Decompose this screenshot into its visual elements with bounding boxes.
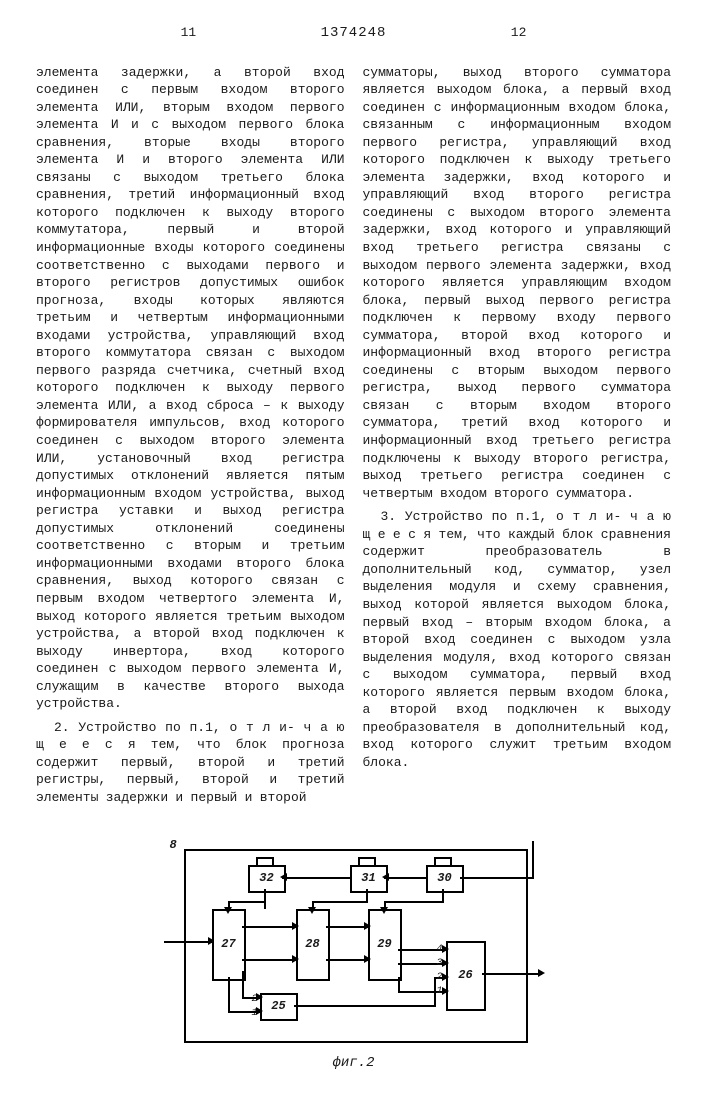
block-25: 25 <box>260 993 298 1021</box>
ah-29-26b <box>442 959 449 967</box>
pin-26-2: 2 <box>437 971 443 985</box>
ah-31-30 <box>382 873 389 881</box>
wire-27-28b <box>242 959 296 961</box>
ah-32-27 <box>224 907 232 914</box>
wire-30-29h <box>384 901 444 903</box>
ah-28-29b <box>364 955 371 963</box>
ah-27-25 <box>256 1007 263 1015</box>
wire-31-28h <box>312 901 368 903</box>
wire-26-out <box>482 973 542 975</box>
block-26: 26 <box>446 941 486 1011</box>
patent-number: 1374248 <box>321 24 387 43</box>
ah-27-25-2 <box>256 993 263 1001</box>
tick-30c <box>450 857 452 865</box>
wire-31-30 <box>384 877 426 879</box>
claim2-lead: 2. Устройство по п.1, <box>54 720 229 735</box>
pin-26-3: 3 <box>437 957 443 971</box>
wire-28-29b <box>326 959 368 961</box>
figure-caption: фиг.2 <box>332 1054 374 1073</box>
pin-26-1: 1 <box>437 985 443 999</box>
page-number-left: 11 <box>36 24 341 42</box>
arrow-input <box>164 941 212 943</box>
ah-28-29a <box>364 922 371 930</box>
block-30: 30 <box>426 865 464 893</box>
ah-32-31 <box>280 873 287 881</box>
figure-container: 8 32 31 30 27 28 29 25 2 1 26 <box>36 831 671 1071</box>
wire-27-28a <box>242 926 296 928</box>
right-column: сумматоры, выход второго сумматора являе… <box>363 64 672 813</box>
ah-29-26a <box>442 945 449 953</box>
block-27: 27 <box>212 909 246 981</box>
ah-31-28 <box>308 907 316 914</box>
ah-27-28a <box>292 922 299 930</box>
left-para-1: элемента задержки, а второй вход соедине… <box>36 64 345 713</box>
wire-30-in-v <box>532 841 534 879</box>
left-para-2: 2. Устройство по п.1, о т л и- ч а ю щ е… <box>36 719 345 807</box>
figure-corner-label: 8 <box>170 837 177 853</box>
tick-31c <box>374 857 376 865</box>
ah-25-26 <box>442 973 449 981</box>
claim3-lead: 3. Устройство по п.1, <box>381 509 556 524</box>
wire-28-29a <box>326 926 368 928</box>
wire-30-29v <box>442 889 444 901</box>
wire-27-25v <box>228 977 230 1011</box>
ah-30-29 <box>380 907 388 914</box>
ah-29-26c <box>442 987 449 995</box>
claim3-rest: ч а ю щ е е с я тем, что каждый блок сра… <box>363 509 672 770</box>
page-number-right: 12 <box>366 24 671 42</box>
tick-30b <box>434 857 450 859</box>
claim2-spaced: о т л и- <box>229 720 294 735</box>
tick-31b <box>358 857 374 859</box>
left-column: элемента задержки, а второй вход соедине… <box>36 64 345 813</box>
block-29: 29 <box>368 909 402 981</box>
wire-32-27 <box>264 889 266 909</box>
pin-26-4: 4 <box>437 943 443 957</box>
ah-27-28b <box>292 955 299 963</box>
right-para-1: сумматоры, выход второго сумматора являе… <box>363 64 672 503</box>
wire-32-27h <box>228 901 266 903</box>
wire-25-26 <box>294 1005 434 1007</box>
two-column-body: элемента задержки, а второй вход соедине… <box>36 64 671 813</box>
wire-29-26cv <box>398 977 400 993</box>
figure-2: 8 32 31 30 27 28 29 25 2 1 26 <box>164 831 544 1071</box>
ah-26-out <box>538 969 545 977</box>
right-para-2: 3. Устройство по п.1, о т л и- ч а ю щ е… <box>363 508 672 771</box>
claim3-spaced: о т л и- <box>556 509 621 524</box>
wire-27-25-2v <box>242 971 244 997</box>
block-28: 28 <box>296 909 330 981</box>
tick-32b <box>256 857 272 859</box>
wire-32-31 <box>282 877 350 879</box>
tick-32c <box>272 857 274 865</box>
wire-31-28v <box>366 889 368 901</box>
wire-30-in <box>460 877 534 879</box>
